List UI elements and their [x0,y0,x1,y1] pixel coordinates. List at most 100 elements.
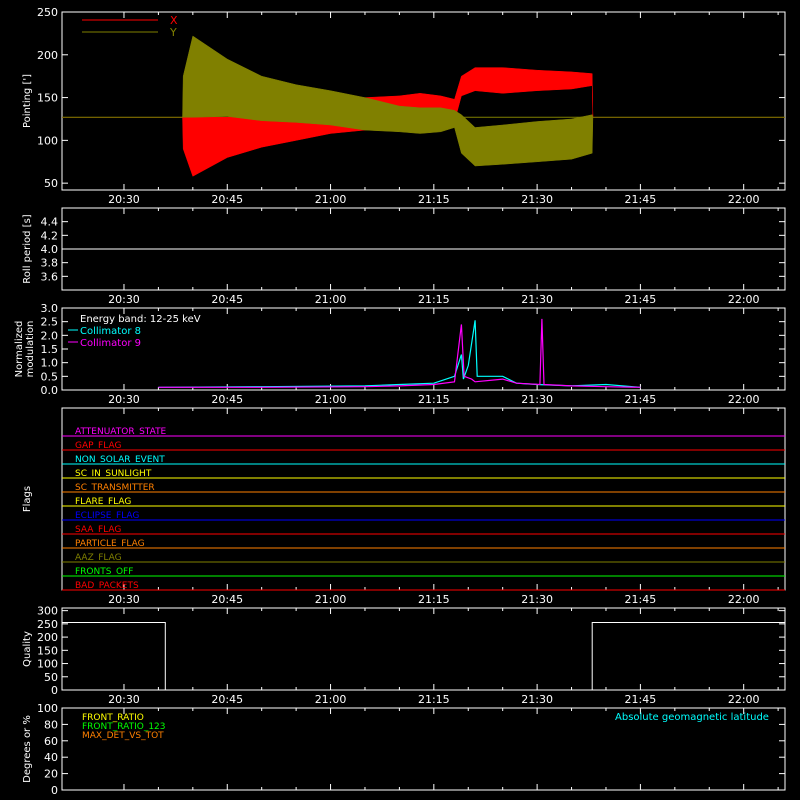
legend-label: Collimator 9 [80,338,141,349]
y-tick-label: 50 [44,671,58,684]
legend-label: Collimator 8 [80,326,141,337]
x-tick-label: 21:45 [625,693,657,706]
y-tick-label: 4.2 [41,229,59,242]
flag-label-flare_flag: FLARE_FLAG [75,497,131,507]
pointing-envelope-y [62,35,785,167]
y-tick-label: 4.4 [41,216,59,229]
flag-label-bad_packets: BAD_PACKETS [75,581,139,591]
y-axis-label: Roll period [s] [22,214,33,283]
energy-band-annotation: Energy band: 12-25 keV [80,314,201,325]
y-axis-label: Flags [22,486,33,512]
legend-label-front_ratio: FRONT_RATIO [82,713,144,723]
x-tick-label: 21:45 [625,293,657,306]
x-tick-label: 20:45 [211,193,243,206]
legend-label-y: Y [169,26,177,39]
x-tick-label: 20:45 [211,293,243,306]
x-tick-label: 21:45 [625,193,657,206]
x-tick-label: 21:15 [418,693,450,706]
x-tick-label: 21:15 [418,293,450,306]
legend-label-x: X [170,14,178,27]
x-tick-label: 21:15 [418,193,450,206]
x-tick-label: 20:30 [108,693,140,706]
x-tick-label: 21:00 [315,193,347,206]
y-tick-label: 3.6 [41,270,59,283]
flag-label-attenuator_state: ATTENUATOR_STATE [75,427,167,437]
x-tick-label: 21:30 [521,293,553,306]
y-tick-label: 1.5 [41,343,59,356]
x-tick-label: 22:00 [728,393,760,406]
flag-label-non_solar_event: NON_SOLAR_EVENT [75,455,165,465]
y-tick-label: 40 [44,751,58,764]
flag-label-sc_transmitter: SC_TRANSMITTER [75,483,155,493]
y-axis-label: modulation [25,321,36,378]
x-tick-label: 22:00 [728,293,760,306]
y-tick-label: 2.5 [41,316,59,329]
panel-frame [61,407,786,591]
geomagnetic-annotation: Absolute geomagnetic latitude [615,712,769,723]
x-tick-label: 22:00 [728,193,760,206]
y-tick-label: 100 [37,658,58,671]
y-tick-label: 0.0 [41,384,59,397]
y-tick-label: 100 [37,134,58,147]
flag-label-gap_flag: GAP_FLAG [75,441,121,451]
y-tick-label: 50 [44,177,58,190]
y-tick-label: 100 [37,702,58,715]
x-tick-label: 20:45 [211,693,243,706]
y-tick-label: 80 [44,718,58,731]
x-tick-label: 20:45 [211,393,243,406]
x-tick-label: 21:15 [418,393,450,406]
y-tick-label: 150 [37,644,58,657]
panel-frame [61,607,786,691]
x-tick-label: 21:00 [315,593,347,606]
legend-label-max_det_vs_tot: MAX_DET_VS_TOT [82,731,164,741]
flag-label-fronts_off: FRONTS_OFF [75,567,133,577]
x-tick-label: 22:00 [728,693,760,706]
y-axis-label: Pointing ['] [22,74,33,128]
y-axis-label: Quality [22,631,33,667]
y-axis-label: Normalized [14,321,25,378]
y-tick-label: 200 [37,49,58,62]
x-tick-label: 20:30 [108,293,140,306]
y-tick-label: 20 [44,768,58,781]
x-tick-label: 22:00 [728,593,760,606]
flag-label-sc_in_sunlight: SC_IN_SUNLIGHT [75,469,152,479]
y-tick-label: 1.0 [41,357,59,370]
x-tick-label: 21:45 [625,393,657,406]
flag-label-particle_flag: PARTICLE_FLAG [75,539,145,549]
flag-label-aaz_flag: AAZ_FLAG [75,553,122,563]
panel-frame [61,11,786,191]
quality-line [62,622,785,691]
modulation-collimator-9 [158,318,641,388]
y-tick-label: 250 [37,618,58,631]
x-tick-label: 21:00 [315,393,347,406]
y-tick-label: 3.8 [41,257,59,270]
x-tick-label: 20:30 [108,593,140,606]
y-tick-label: 0 [51,684,58,697]
y-tick-label: 2.0 [41,329,59,342]
x-tick-label: 21:30 [521,393,553,406]
x-tick-label: 21:45 [625,593,657,606]
flag-label-eclipse_flag: ECLIPSE_FLAG [75,511,139,521]
x-tick-label: 21:30 [521,693,553,706]
x-tick-label: 21:00 [315,693,347,706]
x-tick-label: 20:30 [108,393,140,406]
x-tick-label: 20:45 [211,593,243,606]
y-axis-label: Degrees or % [22,715,33,783]
x-tick-label: 20:30 [108,193,140,206]
x-tick-label: 21:00 [315,293,347,306]
x-tick-label: 21:30 [521,593,553,606]
x-tick-label: 21:30 [521,193,553,206]
y-tick-label: 0.5 [41,370,59,383]
legend-label-front_ratio_123: FRONT_RATIO_123 [82,722,166,732]
y-tick-label: 0 [51,784,58,797]
modulation-collimator-8 [158,320,641,388]
flag-label-saa_flag: SAA_FLAG [75,525,121,535]
y-tick-label: 250 [37,6,58,19]
y-tick-label: 4.0 [41,243,59,256]
y-tick-label: 150 [37,92,58,105]
y-tick-label: 300 [37,605,58,618]
y-tick-label: 3.0 [41,302,59,315]
panel-frame [61,707,786,791]
y-tick-label: 60 [44,735,58,748]
